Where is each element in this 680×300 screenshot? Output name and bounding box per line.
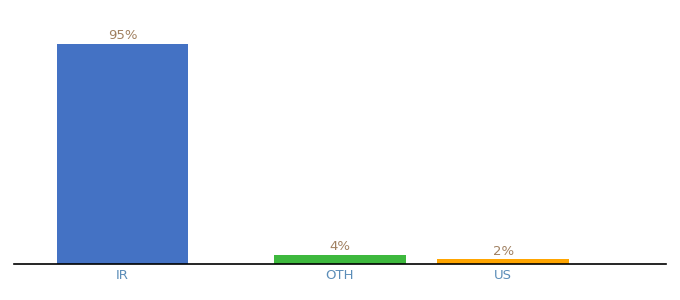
Bar xyxy=(56,44,188,264)
Bar xyxy=(437,260,569,264)
Text: 2%: 2% xyxy=(492,244,514,257)
Text: 95%: 95% xyxy=(107,29,137,42)
Text: 4%: 4% xyxy=(330,240,350,253)
Bar xyxy=(274,255,406,264)
